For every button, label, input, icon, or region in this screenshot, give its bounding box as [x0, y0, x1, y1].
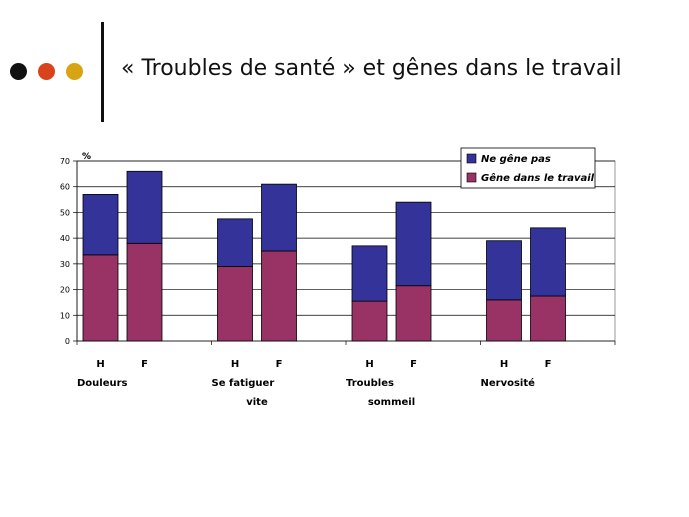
x-group-label-line2: vite	[246, 397, 268, 408]
legend-box	[460, 147, 596, 189]
x-category-label: F	[276, 359, 283, 370]
bar-ne-g-ne-pas-6	[395, 201, 432, 287]
x-category-label: F	[141, 359, 148, 370]
x-group-label: Douleurs	[77, 378, 128, 389]
y-tick-label: 20	[60, 286, 70, 295]
bar-ne-g-ne-pas-1	[82, 194, 119, 256]
legend-swatch	[466, 172, 477, 183]
y-tick-label: 50	[60, 208, 70, 217]
x-category-label: H	[231, 359, 239, 370]
y-axis-label: %	[82, 152, 91, 162]
legend-swatch	[466, 153, 477, 164]
bar-g-ne-dans-le-travail-8	[530, 295, 566, 342]
y-tick-label: 10	[60, 311, 70, 320]
bar-g-ne-dans-le-travail-3	[217, 266, 253, 342]
slide-title: « Troubles de santé » et gênes dans le t…	[121, 56, 622, 81]
x-group-label-line2: sommeil	[368, 397, 415, 408]
y-tick-label: 0	[65, 337, 70, 346]
decorative-dots	[10, 63, 83, 80]
y-tick-label: 60	[60, 183, 70, 192]
x-category-label: H	[365, 359, 373, 370]
dot-black	[10, 63, 27, 80]
x-category-label: H	[500, 359, 508, 370]
bar-g-ne-dans-le-travail-4	[261, 250, 297, 342]
bar-ne-g-ne-pas-5	[351, 245, 388, 302]
y-tick-label: 30	[60, 260, 70, 269]
x-category-label: F	[545, 359, 552, 370]
x-category-label: F	[410, 359, 417, 370]
dot-red	[38, 63, 55, 80]
y-tick-label: 40	[60, 234, 70, 243]
bar-ne-g-ne-pas-4	[261, 183, 297, 252]
x-group-label: Nervosité	[481, 377, 536, 389]
bar-g-ne-dans-le-travail-5	[351, 300, 388, 342]
bar-g-ne-dans-le-travail-6	[395, 285, 432, 342]
bar-g-ne-dans-le-travail-7	[486, 299, 522, 342]
bar-g-ne-dans-le-travail-1	[82, 254, 119, 342]
x-category-label: H	[96, 359, 104, 370]
bar-ne-g-ne-pas-3	[217, 218, 253, 267]
bar-ne-g-ne-pas-2	[126, 170, 163, 244]
title-divider	[101, 22, 104, 122]
legend-label: Ne gêne pas	[481, 153, 551, 165]
bar-g-ne-dans-le-travail-2	[126, 242, 163, 342]
x-group-label: Se fatiguer	[212, 378, 275, 389]
legend-label: Gêne dans le travail	[481, 172, 595, 184]
x-group-label: Troubles	[346, 378, 394, 389]
bar-ne-g-ne-pas-7	[486, 240, 522, 301]
y-tick-label: 70	[60, 157, 70, 166]
bar-ne-g-ne-pas-8	[530, 227, 566, 297]
dot-yellow	[66, 63, 83, 80]
